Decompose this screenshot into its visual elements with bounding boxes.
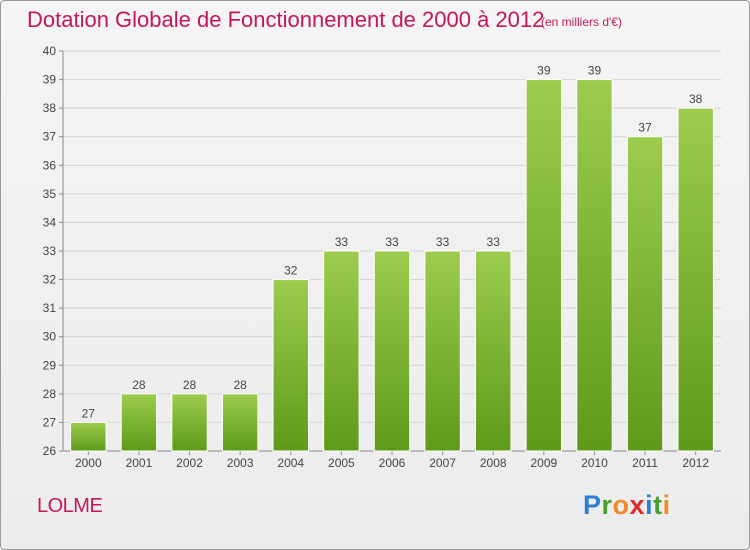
y-tick-label: 37 (43, 130, 57, 144)
data-label-2008: 33 (487, 235, 501, 249)
data-label-2005: 33 (335, 235, 349, 249)
logo-letter: P (583, 490, 602, 520)
x-tick-label-2010: 2010 (581, 456, 608, 470)
y-tick-label: 36 (43, 158, 57, 172)
y-tick-label: 35 (43, 187, 57, 201)
bar-2007 (424, 250, 461, 452)
y-tick-label: 34 (43, 215, 57, 229)
x-tick-label-2003: 2003 (227, 456, 254, 470)
bar-2009 (525, 79, 563, 452)
x-tick-label-2011: 2011 (632, 456, 658, 470)
bar-2001 (120, 393, 158, 452)
bar-2004 (272, 279, 309, 452)
logo-letter: o (612, 490, 630, 520)
data-label-2010: 39 (588, 64, 602, 78)
y-tick-label: 33 (43, 244, 57, 258)
y-tick-label: 39 (43, 73, 57, 87)
bar-2003 (221, 393, 259, 452)
labels: 27 2000 28 2001 28 2002 28 2003 32 2004 33 2005 33 20… (75, 64, 709, 470)
y-tick-label: 40 (43, 44, 57, 58)
data-label-2006: 33 (385, 235, 399, 249)
proxiti-logo[interactable]: Proxiti (583, 490, 671, 521)
x-tick-label-2007: 2007 (429, 456, 456, 470)
bar-2000 (70, 421, 107, 452)
x-tick-label-2012: 2012 (682, 456, 709, 470)
y-tick-label: 27 (43, 415, 57, 429)
x-tick-label-2000: 2000 (75, 456, 102, 470)
y-tick-label: 29 (43, 358, 57, 372)
data-label-2003: 28 (233, 378, 247, 392)
y-tick-label: 30 (43, 330, 57, 344)
x-tick-label-2001: 2001 (126, 456, 153, 470)
x-tick-label-2004: 2004 (277, 456, 304, 470)
commune-name: LOLME (37, 495, 103, 517)
y-tick-label: 28 (43, 387, 57, 401)
y-tick-label: 31 (43, 301, 57, 315)
y-tick-label: 26 (43, 444, 57, 458)
data-label-2002: 28 (183, 378, 197, 392)
data-label-2001: 28 (132, 378, 146, 392)
data-label-2004: 32 (284, 264, 298, 278)
bar-2012 (677, 107, 714, 452)
bar-2002 (171, 393, 208, 452)
bar-2008 (475, 250, 512, 452)
data-label-2000: 27 (82, 406, 96, 420)
logo-letter: r (601, 490, 613, 520)
logo-letter: x (629, 490, 646, 520)
x-tick-label-2006: 2006 (379, 456, 406, 470)
bar-2006 (373, 250, 411, 452)
x-tick-label-2009: 2009 (530, 456, 557, 470)
data-label-2009: 39 (537, 64, 551, 78)
bar-2010 (576, 79, 613, 452)
data-label-2012: 38 (689, 92, 703, 106)
x-tick-label-2008: 2008 (480, 456, 507, 470)
bar-2005 (323, 250, 360, 452)
bar-2011 (626, 136, 664, 452)
chart-title: Dotation Globale de Fonctionnement de 20… (27, 7, 545, 32)
y-tick-label: 32 (43, 273, 57, 287)
chart-subtitle: (en milliers d'€) (541, 15, 622, 29)
data-label-2011: 37 (638, 121, 652, 135)
logo-letter: i (645, 490, 654, 520)
logo-letter: t (653, 490, 663, 520)
bars (70, 79, 714, 452)
y-tick-label: 38 (43, 101, 57, 115)
x-tick-label-2005: 2005 (328, 456, 355, 470)
x-tick-label-2002: 2002 (176, 456, 203, 470)
data-label-2007: 33 (436, 235, 450, 249)
logo-letter: i (662, 490, 671, 520)
